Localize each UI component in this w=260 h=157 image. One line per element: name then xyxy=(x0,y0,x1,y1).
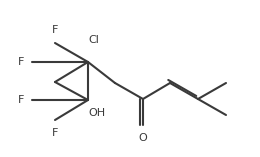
Text: O: O xyxy=(139,133,147,143)
Text: F: F xyxy=(18,95,24,105)
Text: Cl: Cl xyxy=(88,35,99,45)
Text: OH: OH xyxy=(88,108,105,118)
Text: F: F xyxy=(52,25,58,35)
Text: F: F xyxy=(18,57,24,67)
Text: F: F xyxy=(52,128,58,138)
